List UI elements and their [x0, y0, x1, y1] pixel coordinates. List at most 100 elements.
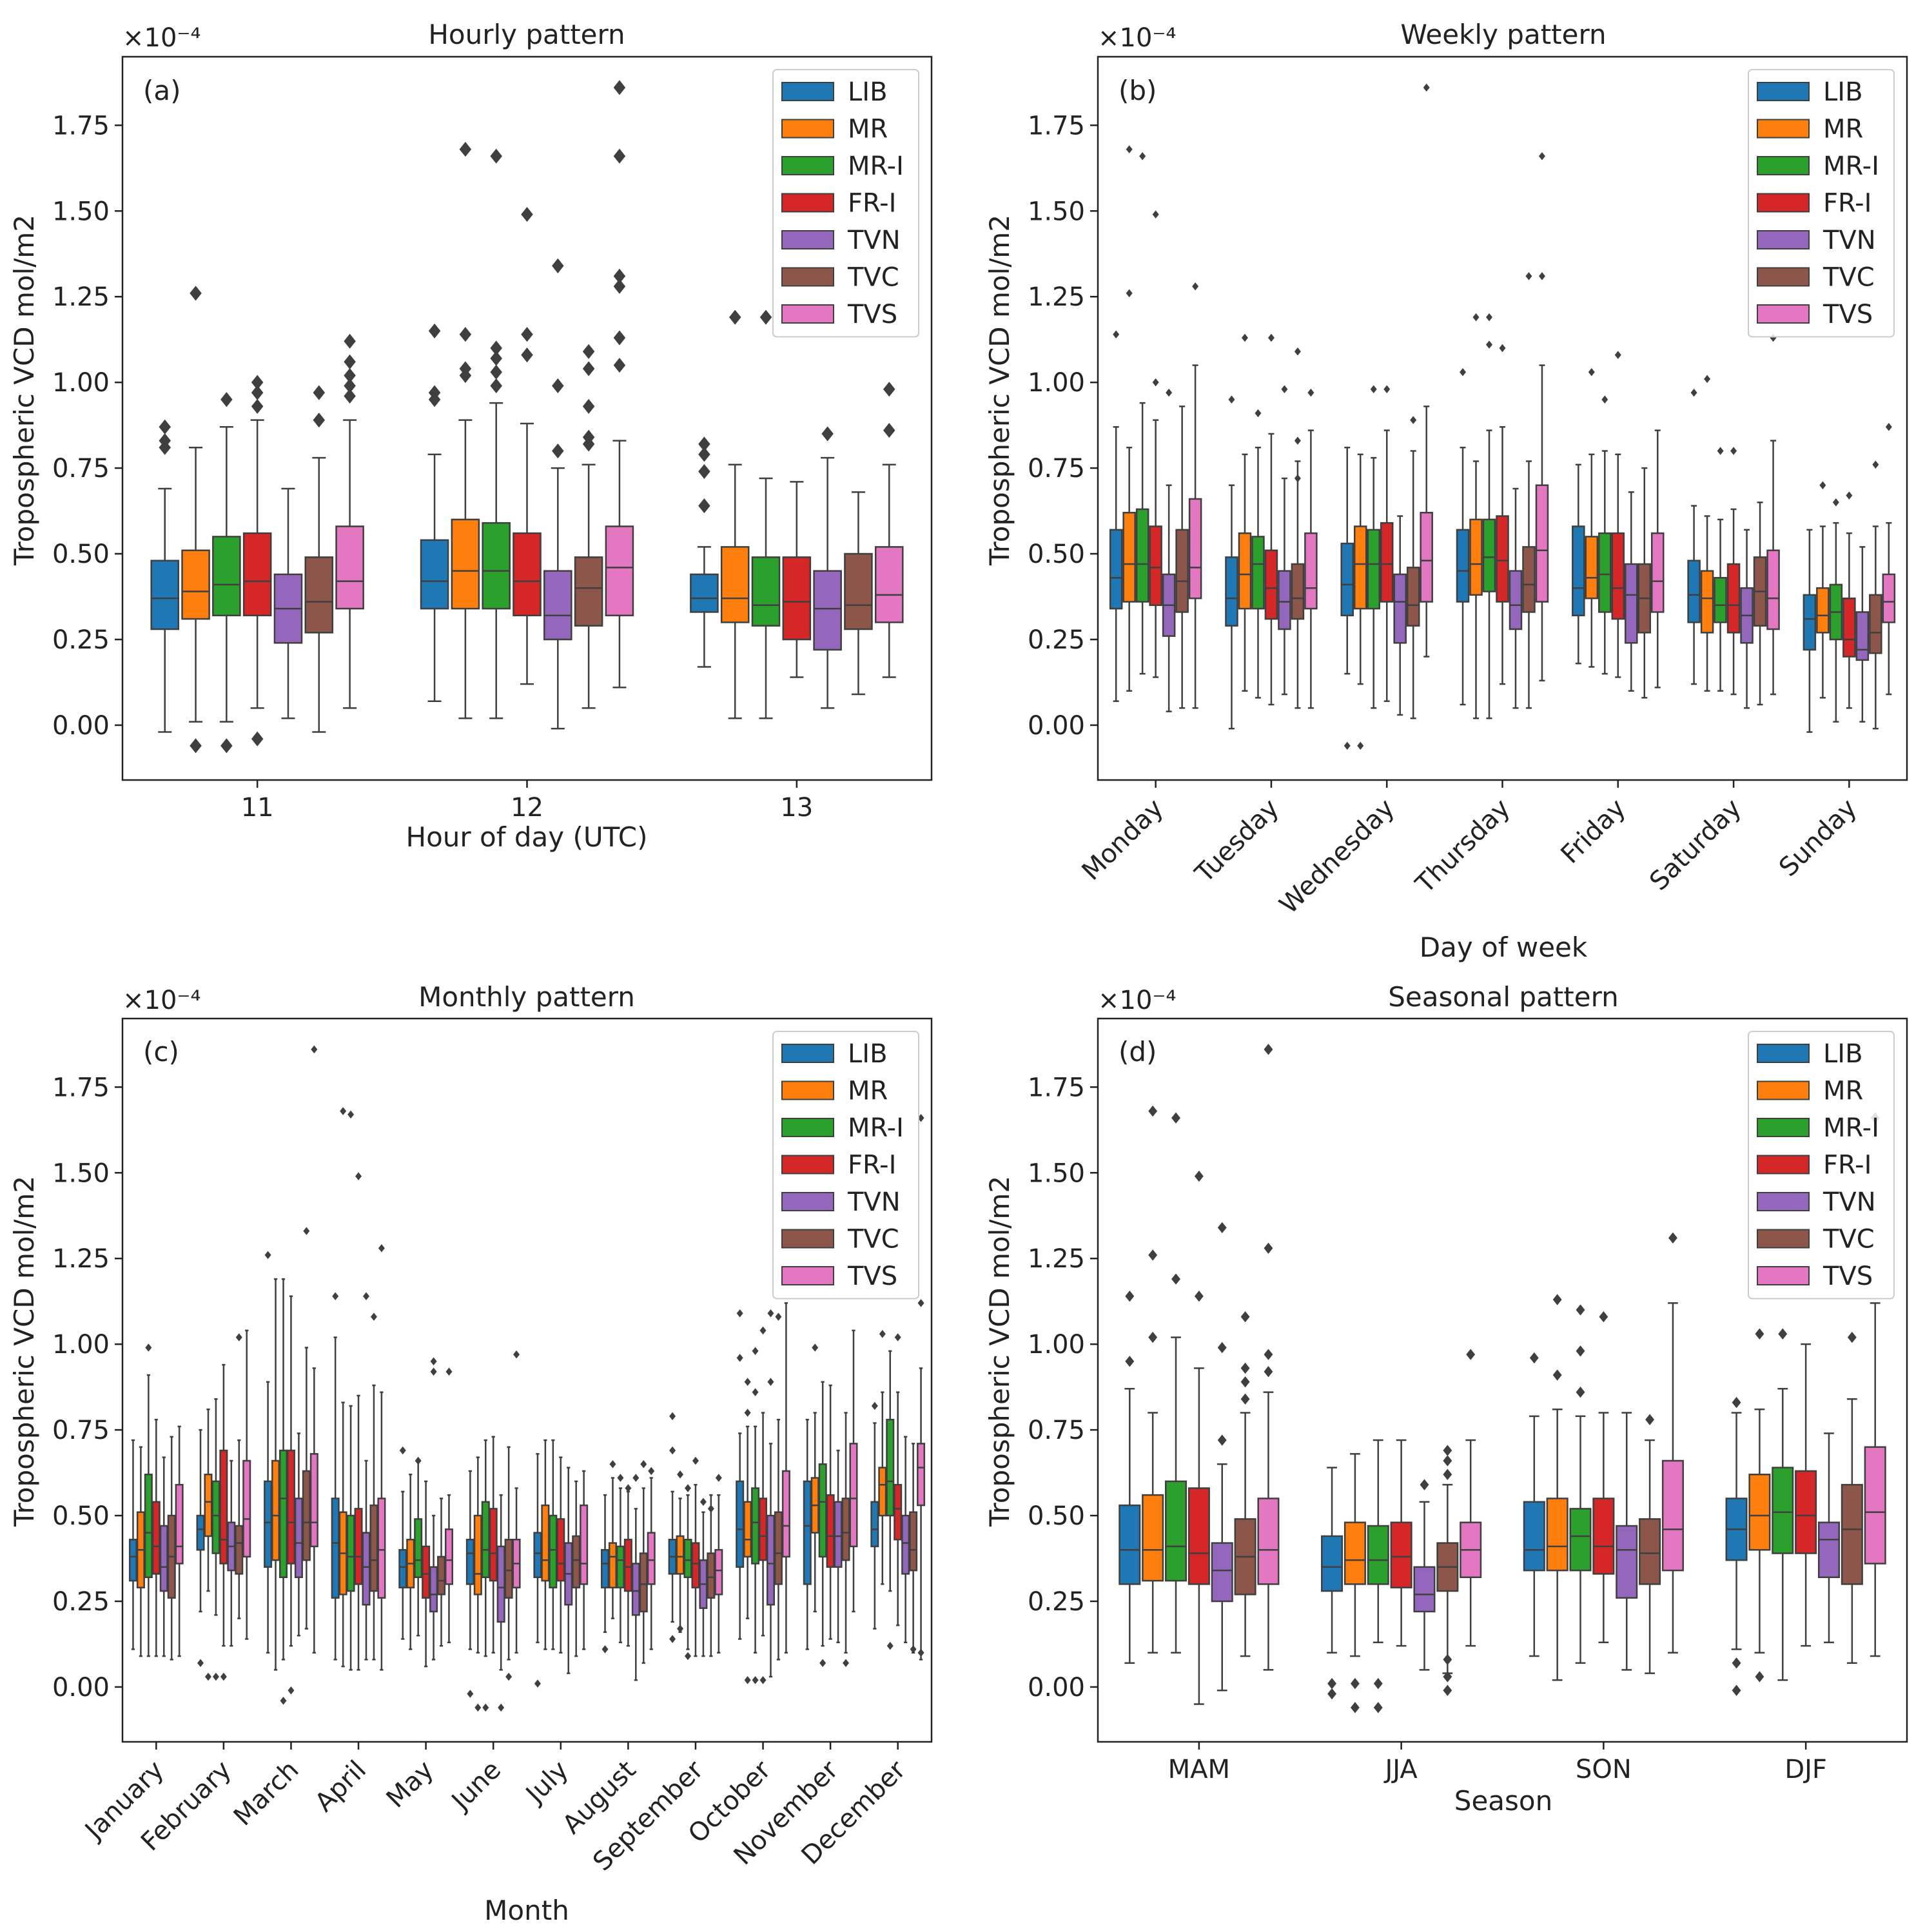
box-mr-november — [810, 1343, 819, 1613]
legend-swatch-tvc — [781, 1229, 834, 1249]
x-axis-label: Season — [1454, 1785, 1552, 1817]
outlier-marker — [759, 309, 772, 325]
box-iqr — [420, 539, 449, 610]
box-iqr — [1393, 573, 1407, 644]
legend-swatch-lib — [781, 1044, 834, 1063]
x-tick-label: April — [309, 1755, 372, 1818]
box-iqr — [204, 1473, 213, 1537]
legend-swatch-fr-i — [781, 193, 834, 213]
legend-label-tvs: TVS — [847, 300, 897, 329]
outlier-marker — [601, 1645, 609, 1654]
box-iqr — [813, 570, 842, 651]
box-tvc-thursday — [1522, 272, 1536, 709]
box-mr-i-april — [346, 1110, 355, 1671]
y-tick-label: 1.25 — [52, 1244, 110, 1274]
box-fr-i-11 — [242, 375, 272, 746]
box-mr-i-monday — [1135, 151, 1149, 675]
outlier-marker — [613, 330, 626, 346]
box-iqr — [639, 1552, 648, 1613]
outlier-marker — [1148, 1105, 1158, 1117]
outlier-marker — [582, 429, 595, 445]
box-iqr — [743, 1501, 752, 1558]
outlier-marker — [145, 1343, 152, 1352]
box-mr-mam — [1142, 1105, 1164, 1654]
outlier-marker — [1240, 1376, 1250, 1388]
box-iqr — [781, 1470, 790, 1558]
box-iqr — [1367, 1525, 1389, 1585]
box-iqr — [841, 1498, 850, 1561]
outlier-marker — [1529, 1352, 1539, 1364]
legend-label-mr: MR — [1823, 1077, 1863, 1106]
outlier-marker — [1832, 498, 1839, 507]
outlier-marker — [1601, 395, 1608, 404]
outlier-marker — [1152, 210, 1159, 219]
outlier-marker — [1383, 385, 1391, 394]
box-mr-son — [1546, 1294, 1568, 1681]
box-iqr — [1238, 532, 1252, 610]
legend-swatch-tvc — [781, 267, 834, 287]
box-tvn-may — [429, 1357, 438, 1661]
box-iqr — [826, 1494, 835, 1568]
box-iqr — [1522, 546, 1536, 613]
legend-swatch-lib — [781, 82, 834, 101]
outlier-marker — [1194, 1170, 1204, 1182]
box-iqr — [1817, 1521, 1841, 1579]
outlier-marker — [1294, 474, 1301, 483]
outlier-marker — [490, 340, 502, 356]
box-iqr — [1122, 511, 1136, 603]
panel-title: Weekly pattern — [1400, 19, 1606, 50]
y-tick-label: 0.75 — [52, 1416, 110, 1445]
box-iqr — [1855, 611, 1870, 661]
outlier-marker — [685, 1652, 692, 1661]
outlier-marker — [552, 378, 564, 394]
outlier-marker — [490, 364, 502, 380]
outlier-marker — [1588, 367, 1595, 376]
legend-label-mr: MR — [848, 1077, 888, 1106]
y-tick-label: 1.25 — [1028, 1244, 1085, 1274]
outlier-marker — [490, 148, 502, 164]
outlier-marker — [1139, 151, 1146, 161]
panel-title: Monthly pattern — [418, 981, 635, 1013]
box-mr-djf — [1748, 1328, 1771, 1683]
box-lib-may — [398, 1446, 407, 1640]
box-tvc-monday — [1175, 405, 1189, 709]
box-tvc-12 — [574, 344, 603, 709]
box-mr-march — [271, 1278, 280, 1671]
outlier-marker — [1294, 347, 1301, 356]
box-tvs-13 — [874, 382, 904, 678]
box-iqr — [647, 1532, 656, 1585]
monthly-pattern-panel: Monthly pattern (c) ×10⁻⁴ Tropospheric V… — [8, 981, 933, 1926]
box-iqr — [1611, 532, 1625, 620]
y-tick-label: 0.25 — [52, 1587, 110, 1617]
box-iqr — [690, 573, 719, 613]
box-iqr — [1164, 1480, 1187, 1582]
box-tvn-september — [699, 1498, 708, 1657]
box-fr-i-august — [623, 1484, 632, 1647]
legend-swatch-mr — [781, 119, 834, 139]
box-iqr — [1211, 1542, 1233, 1603]
box-mr-i-march — [278, 1278, 288, 1705]
outlier-marker — [1614, 351, 1621, 359]
box-lib-november — [803, 1418, 812, 1650]
box-tvs-september — [714, 1474, 723, 1654]
box-mr-i-son — [1569, 1304, 1592, 1664]
outlier-marker — [251, 375, 264, 390]
outlier-marker — [775, 1312, 782, 1321]
box-tvs-november — [849, 1329, 858, 1613]
box-iqr — [1109, 529, 1123, 610]
outlier-marker — [1255, 409, 1262, 418]
legend-label-mr-i: MR-I — [848, 1113, 904, 1143]
legend: LIB MR MR-I FR-I TVN TVC TVS — [772, 69, 919, 338]
outlier-marker — [344, 388, 356, 404]
box-mr-i-june — [481, 1439, 490, 1712]
outlier-marker — [1410, 416, 1417, 424]
box-lib-december — [870, 1401, 879, 1630]
legend-swatch-fr-i — [1757, 1155, 1810, 1175]
box-lib-mam — [1119, 1291, 1141, 1664]
box-fr-i-mam — [1187, 1170, 1210, 1705]
box-iqr — [1585, 536, 1599, 600]
outlier-marker — [617, 1474, 624, 1482]
outlier-marker — [1217, 1222, 1227, 1234]
legend-label-mr-i: MR-I — [848, 151, 904, 181]
scale-label: ×10⁻⁴ — [122, 986, 201, 1015]
